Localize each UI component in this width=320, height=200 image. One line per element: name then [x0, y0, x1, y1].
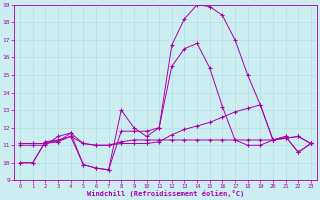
X-axis label: Windchill (Refroidissement éolien,°C): Windchill (Refroidissement éolien,°C) [87, 190, 244, 197]
